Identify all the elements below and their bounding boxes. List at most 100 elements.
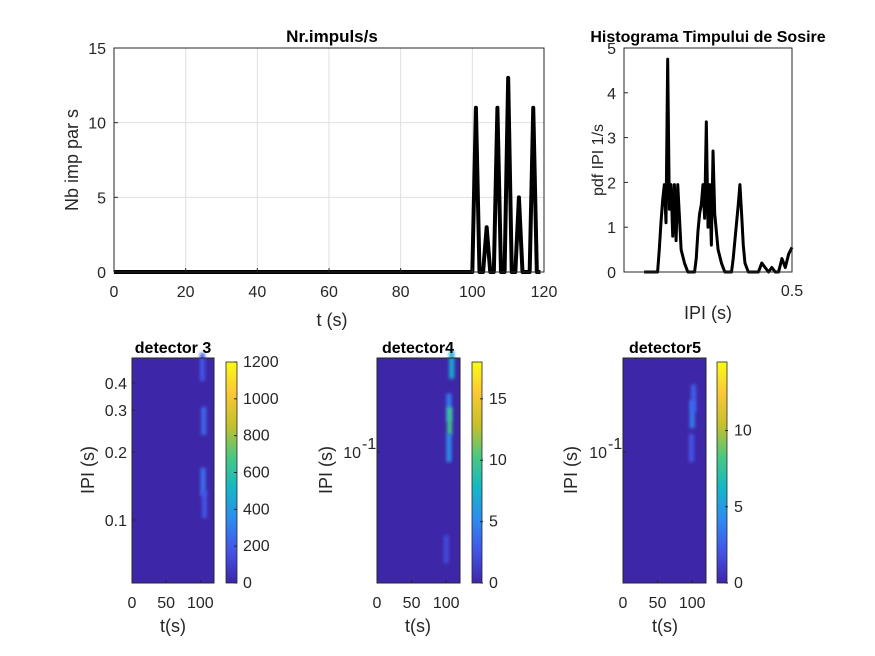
impulse-rate-xtick-label: 20 bbox=[177, 284, 195, 301]
ipi-histogram-xlabel: IPI (s) bbox=[684, 303, 732, 323]
detector5-xtick-label: 100 bbox=[679, 595, 706, 612]
detector4-colorbar bbox=[472, 362, 482, 583]
detector4-axes-box bbox=[376, 357, 461, 584]
detector3-xtick-label: 50 bbox=[157, 595, 175, 612]
ipi-histogram-ytick-label: 4 bbox=[607, 86, 616, 103]
detector5-ytick-exponent: -1 bbox=[608, 436, 622, 453]
detector4-colorbar-box bbox=[471, 361, 483, 584]
ipi-histogram-xtick-label: 0.5 bbox=[781, 283, 803, 300]
detector4-xlabel: t(s) bbox=[405, 616, 431, 636]
detector5-hotspot bbox=[688, 434, 694, 462]
detector3-axes-box bbox=[131, 357, 215, 584]
detector5-xlabel: t(s) bbox=[652, 616, 678, 636]
impulse-rate-ylabel: Nb imp par s bbox=[62, 109, 82, 211]
detector3-image bbox=[132, 358, 214, 583]
detector5-axes-box bbox=[622, 357, 707, 584]
detector3-hotspot bbox=[201, 407, 207, 435]
impulse-rate-ytick-label: 15 bbox=[88, 41, 106, 58]
detector4-ytick-exponent: -1 bbox=[362, 436, 376, 453]
detector3-colorbar bbox=[226, 362, 237, 583]
detector3-hotspots bbox=[199, 353, 207, 519]
detector4-hotspot bbox=[443, 535, 449, 564]
impulse-rate-title: Nr.impuls/s bbox=[286, 27, 378, 46]
detector5-colorbar-box bbox=[716, 361, 728, 584]
ipi-histogram-ytick-label: 2 bbox=[607, 175, 616, 192]
detector4-ytick-label: 10 bbox=[343, 445, 361, 462]
detector5-colorbar-tick-label: 0 bbox=[734, 575, 743, 592]
detector3-colorbar-tick-label: 1000 bbox=[243, 391, 279, 408]
detector3-colorbar-tick-label: 800 bbox=[243, 428, 270, 445]
detector3-title: detector 3 bbox=[135, 340, 212, 357]
impulse-rate-xtick-label: 60 bbox=[320, 284, 338, 301]
detector4-xtick-label: 50 bbox=[403, 595, 421, 612]
impulse-rate-ytick-label: 10 bbox=[88, 116, 106, 133]
detector3-colorbar-tick-label: 1200 bbox=[243, 354, 279, 371]
detector3-colorbar-tick-label: 0 bbox=[243, 575, 252, 592]
detector4-hotspot bbox=[446, 434, 452, 462]
detector4-colorbar-tick-label: 15 bbox=[489, 391, 507, 408]
detector3-ticks: 0 50 100 0.1 0.2 0.3 0.4 0 200 400 600 800 1000 1200 bbox=[105, 354, 279, 612]
detector5-hotspot bbox=[689, 400, 695, 429]
impulse-rate-xtick-label: 120 bbox=[531, 284, 558, 301]
detector3-colorbar-tick-label: 200 bbox=[243, 538, 270, 555]
detector3-colorbar-tick-label: 400 bbox=[243, 501, 270, 518]
detector4-hotspot bbox=[447, 407, 453, 435]
detector5-xtick-label: 50 bbox=[649, 595, 667, 612]
detector3-hotspot bbox=[201, 490, 207, 519]
detector4-hotspot bbox=[449, 350, 455, 379]
impulse-rate-ticks: 0 20 40 60 80 100 120 0 5 10 15 bbox=[88, 41, 557, 301]
ipi-histogram-ytick-label: 5 bbox=[607, 41, 616, 58]
impulse-rate-xtick-label: 40 bbox=[248, 284, 266, 301]
detector4-ylabel: IPI (s) bbox=[316, 446, 336, 494]
detector3-heatmap: 0 50 1000.10.20.30.4020040060080010001200 … bbox=[78, 340, 279, 636]
detector4-hotspots bbox=[443, 350, 455, 564]
detector4-xtick-label: 100 bbox=[433, 595, 460, 612]
impulse-rate-xtick-label: 100 bbox=[459, 284, 486, 301]
detector4-colorbar-tick-label: 0 bbox=[489, 575, 498, 592]
ipi-histogram-ticks: 0.5 0 1 2 3 4 5 bbox=[607, 41, 803, 300]
ipi-histogram-ytick-label: 1 bbox=[607, 220, 616, 237]
detector5-ytick-label: 10 bbox=[589, 445, 607, 462]
detector3-colorbar-tick-label: 600 bbox=[243, 465, 270, 482]
ipi-histogram-ylabel: pdf IPI 1/s bbox=[590, 124, 607, 196]
detector5-title: detector5 bbox=[629, 340, 701, 357]
detector5-hotspot bbox=[691, 384, 697, 413]
detector5-hotspots bbox=[688, 384, 697, 462]
impulse-rate-xlabel: t (s) bbox=[317, 310, 348, 330]
impulse-rate-xtick-label: 0 bbox=[110, 284, 119, 301]
impulse-rate-ytick-label: 5 bbox=[97, 190, 106, 207]
detector3-hotspot bbox=[199, 353, 205, 381]
impulse-rate-xtick-label: 80 bbox=[392, 284, 410, 301]
detector4-colorbar-tick-label: 5 bbox=[489, 514, 498, 531]
detector5-colorbar-tick-label: 5 bbox=[734, 499, 743, 516]
detector5-xtick-label: 0 bbox=[619, 595, 628, 612]
detector3-ytick-label: 0.3 bbox=[105, 403, 127, 420]
detector3-ylabel: IPI (s) bbox=[78, 446, 98, 494]
ipi-histogram-ytick-label: 0 bbox=[607, 265, 616, 282]
detector5-colorbar bbox=[717, 362, 727, 583]
detector4-colorbar-tick-label: 10 bbox=[489, 452, 507, 469]
detector3-ytick-label: 0.1 bbox=[105, 513, 127, 530]
detector4-xtick-label: 0 bbox=[373, 595, 382, 612]
detector4-title: detector4 bbox=[382, 340, 454, 357]
impulse-rate-ytick-label: 0 bbox=[97, 265, 106, 282]
detector3-xlabel: t(s) bbox=[160, 616, 186, 636]
detector5-colorbar-tick-label: 10 bbox=[734, 423, 752, 440]
ipi-histogram-title: Histograma Timpului de Sosire bbox=[590, 29, 825, 46]
ipi-histogram-axes-box bbox=[623, 47, 793, 273]
detector3-xtick-label: 0 bbox=[128, 595, 137, 612]
detector5-ylabel: IPI (s) bbox=[561, 446, 581, 494]
detector3-ytick-label: 0.4 bbox=[105, 376, 127, 393]
ipi-histogram-series-line bbox=[644, 57, 794, 274]
detector3-xtick-label: 100 bbox=[187, 595, 214, 612]
detector3-ytick-label: 0.2 bbox=[105, 445, 127, 462]
ipi-histogram-ytick-label: 3 bbox=[607, 131, 616, 148]
detector3-hotspot bbox=[200, 467, 206, 496]
